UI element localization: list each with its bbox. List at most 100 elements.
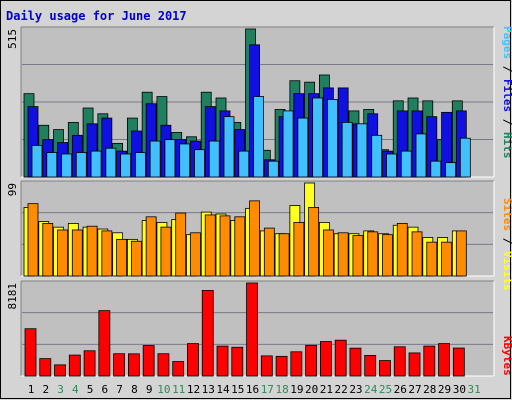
legend-files: Files xyxy=(501,79,512,112)
bar-kbytes-day-18 xyxy=(275,355,288,377)
day-label-18: 18 xyxy=(275,383,288,396)
bar-kbytes-day-7 xyxy=(113,353,126,377)
bar-sites-day-14 xyxy=(219,215,231,277)
bar-kbytes-day-20 xyxy=(305,344,318,377)
bar-pages-day-5 xyxy=(90,150,102,178)
day-label-26: 26 xyxy=(394,383,407,396)
bar-pages-day-17 xyxy=(267,160,279,178)
bar-kbytes-day-29 xyxy=(438,343,450,377)
bar-pages-day-3 xyxy=(61,153,72,178)
bar-kbytes-day-16 xyxy=(246,282,258,377)
bar-sites-day-22 xyxy=(337,232,349,277)
bar-kbytes-day-11 xyxy=(172,361,185,377)
day-label-10: 10 xyxy=(157,383,170,396)
day-label-15: 15 xyxy=(231,383,244,396)
bar-kbytes-day-22 xyxy=(334,339,347,377)
day-label-29: 29 xyxy=(438,383,451,396)
bar-kbytes-day-23 xyxy=(349,347,362,377)
hits-files-pages-panel xyxy=(20,26,495,178)
bar-sites-day-13 xyxy=(204,214,216,277)
day-label-19: 19 xyxy=(290,383,303,396)
bar-sites-day-28 xyxy=(426,241,438,277)
bar-pages-day-16 xyxy=(253,96,264,178)
bar-kbytes-day-9 xyxy=(142,345,155,377)
bar-kbytes-day-13 xyxy=(201,290,214,377)
bar-pages-day-1 xyxy=(31,144,43,178)
legend-sep: / xyxy=(501,231,512,251)
bar-kbytes-day-30 xyxy=(452,347,465,377)
bar-pages-day-7 xyxy=(120,153,132,178)
bar-pages-day-23 xyxy=(356,123,368,178)
bar-pages-day-9 xyxy=(149,140,161,178)
bar-sites-day-17 xyxy=(263,227,275,277)
bar-kbytes-day-10 xyxy=(157,353,170,377)
bar-pages-day-29 xyxy=(445,162,456,178)
day-label-3: 3 xyxy=(57,383,64,396)
bar-sites-day-24 xyxy=(367,231,379,277)
bar-kbytes-day-5 xyxy=(83,350,96,377)
day-label-5: 5 xyxy=(87,383,94,396)
legend-sites-visits: Sites / Visits xyxy=(501,198,512,291)
bar-kbytes-day-6 xyxy=(98,310,111,377)
bar-sites-day-8 xyxy=(130,240,142,277)
day-label-16: 16 xyxy=(246,383,259,396)
kbytes-panel xyxy=(20,280,495,377)
bar-kbytes-day-4 xyxy=(68,354,81,377)
day-label-12: 12 xyxy=(187,383,200,396)
bar-kbytes-day-26 xyxy=(393,346,406,377)
bar-pages-day-14 xyxy=(223,116,235,178)
day-label-25: 25 xyxy=(379,383,392,396)
bar-pages-day-15 xyxy=(238,150,250,178)
bar-sites-day-30 xyxy=(455,230,467,277)
bar-kbytes-day-24 xyxy=(364,355,377,377)
chart-title: Daily usage for June 2017 xyxy=(6,9,187,23)
bar-sites-day-18 xyxy=(278,233,290,277)
bar-sites-day-15 xyxy=(234,216,246,277)
bar-sites-day-21 xyxy=(322,229,334,277)
bar-pages-day-21 xyxy=(326,99,338,178)
day-label-20: 20 xyxy=(305,383,318,396)
bar-sites-day-12 xyxy=(190,232,201,277)
day-labels: 1 2 3 4 5 6 7 8 9 10 11 12 13 14 15 16 17 18 19 20 21 22 23 24 2… xyxy=(28,383,481,396)
legend-visits: Visits xyxy=(501,251,512,291)
day-label-2: 2 xyxy=(42,383,49,396)
day-label-23: 23 xyxy=(349,383,362,396)
bar-kbytes-day-12 xyxy=(187,343,199,377)
visits-sites-panel xyxy=(20,180,495,277)
y-max-visits: 99 xyxy=(6,183,19,196)
bar-sites-day-19 xyxy=(293,222,305,277)
bar-pages-day-28 xyxy=(430,160,442,178)
bar-pages-day-13 xyxy=(208,140,220,178)
bar-pages-day-8 xyxy=(134,152,146,178)
day-label-13: 13 xyxy=(202,383,215,396)
legend-kbytes: KBytes xyxy=(501,336,512,376)
day-label-22: 22 xyxy=(335,383,348,396)
bar-pages-day-25 xyxy=(386,153,397,178)
bar-kbytes-day-21 xyxy=(319,341,332,377)
bar-pages-day-2 xyxy=(46,152,58,178)
bar-kbytes-day-19 xyxy=(290,351,303,377)
legend-hits-files-pages: Pages / Files / Hits xyxy=(501,26,512,159)
bar-sites-day-20 xyxy=(308,207,320,277)
bar-sites-day-5 xyxy=(86,225,98,277)
day-label-4: 4 xyxy=(72,383,79,396)
legend-hits: Hits xyxy=(501,132,512,159)
bar-pages-day-4 xyxy=(75,152,87,178)
bar-pages-day-26 xyxy=(400,150,412,178)
bar-sites-day-9 xyxy=(145,216,157,277)
bar-sites-day-2 xyxy=(42,222,54,277)
day-label-27: 27 xyxy=(408,383,421,396)
bar-kbytes-day-14 xyxy=(216,345,229,377)
day-label-31: 31 xyxy=(467,383,480,396)
bar-sites-day-4 xyxy=(71,229,83,277)
bar-sites-day-6 xyxy=(101,230,113,277)
bar-sites-day-11 xyxy=(175,212,187,277)
bar-pages-day-20 xyxy=(312,97,324,178)
legend-sep: / xyxy=(501,112,512,132)
bar-kbytes-day-8 xyxy=(127,353,140,377)
day-label-11: 11 xyxy=(172,383,185,396)
day-label-7: 7 xyxy=(116,383,123,396)
legend-pages: Pages xyxy=(501,26,512,59)
bar-sites-day-10 xyxy=(160,226,172,277)
